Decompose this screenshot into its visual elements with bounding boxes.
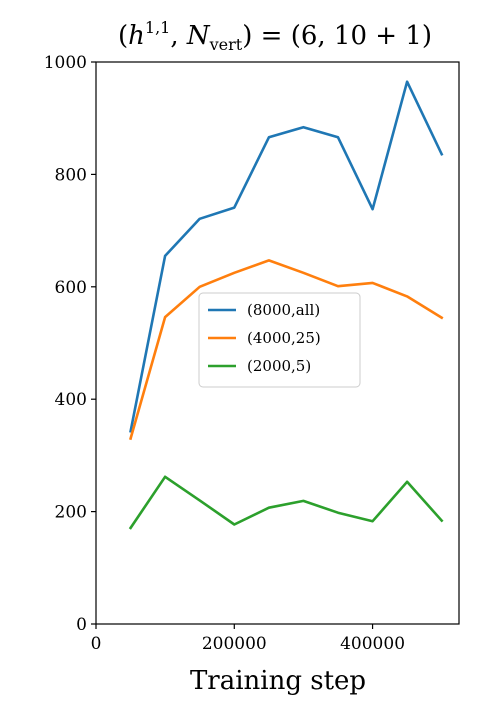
plot-frame (95, 61, 460, 625)
axes-layer: 0 200000 400000 0 200 400 600 800 1000 (44, 53, 460, 654)
y-tick-label: 400 (55, 390, 87, 410)
series-layer (128, 80, 444, 530)
y-tick-label: 0 (76, 615, 87, 635)
x-tick-label: 0 (91, 634, 102, 654)
legend-box (198, 292, 361, 388)
chart-title: (h1,1, Nvert) = (6, 10 + 1) (118, 18, 432, 54)
legend: (8000,all) (4000,25) (2000,5) (198, 292, 361, 388)
y-tick-label: 800 (55, 165, 87, 185)
y-tick-label: 1000 (44, 53, 87, 73)
legend-label-2: (4000,25) (247, 329, 321, 347)
y-tick-label: 200 (55, 503, 87, 523)
legend-label-3: (2000,5) (247, 357, 311, 375)
y-tick-label: 600 (55, 278, 87, 298)
series-line-2 (128, 259, 444, 441)
legend-label-1: (8000,all) (247, 301, 320, 319)
series-line-3 (128, 475, 444, 530)
x-tick-label: 200000 (202, 634, 267, 654)
series-line-1 (129, 80, 444, 433)
x-tick-label: 400000 (340, 634, 405, 654)
x-axis-label: Training step (190, 666, 366, 696)
